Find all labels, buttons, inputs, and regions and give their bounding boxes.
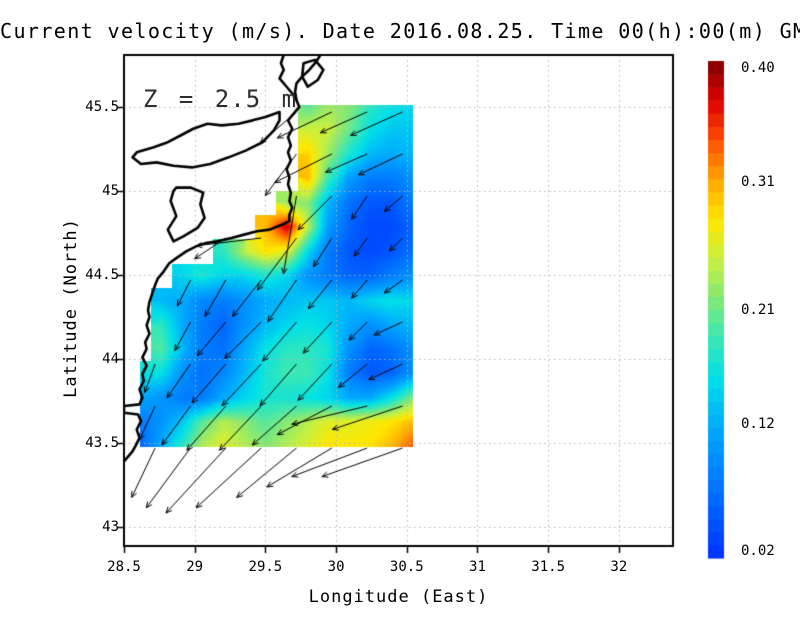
depth-annotation: Z = 2.5 m: [143, 85, 298, 113]
colorbar-tick-label: 0.12: [741, 416, 775, 433]
colorbar-tick-label: 0.21: [741, 301, 775, 318]
y-tick-label: 44.5: [85, 266, 119, 283]
x-tick-label: 31: [469, 559, 486, 575]
x-tick-label: 28.5: [107, 559, 141, 575]
y-tick-label: 44: [102, 350, 119, 367]
y-tick-label: 43.5: [85, 434, 119, 451]
x-tick-label: 29: [186, 559, 204, 575]
y-axis-label: Latitude (North): [61, 218, 81, 398]
colorbar-tick-label: 0.02: [741, 543, 775, 560]
y-tick-label: 45.5: [85, 98, 119, 115]
x-axis-label: Longitude (East): [308, 587, 489, 607]
plot-title: Current velocity (m/s). Date 2016.08.25.…: [0, 19, 800, 43]
x-tick-label: 31.5: [531, 559, 566, 575]
x-tick-label: 29.5: [248, 559, 283, 575]
colorbar-tick-label: 0.31: [741, 174, 775, 191]
y-tick-label: 45: [102, 182, 119, 199]
x-tick-label: 32: [610, 559, 628, 575]
colorbar-tick-label: 0.40: [741, 59, 775, 76]
x-tick-label: 30: [327, 559, 345, 575]
y-tick-label: 43: [102, 519, 119, 535]
x-tick-label: 30.5: [389, 559, 424, 575]
